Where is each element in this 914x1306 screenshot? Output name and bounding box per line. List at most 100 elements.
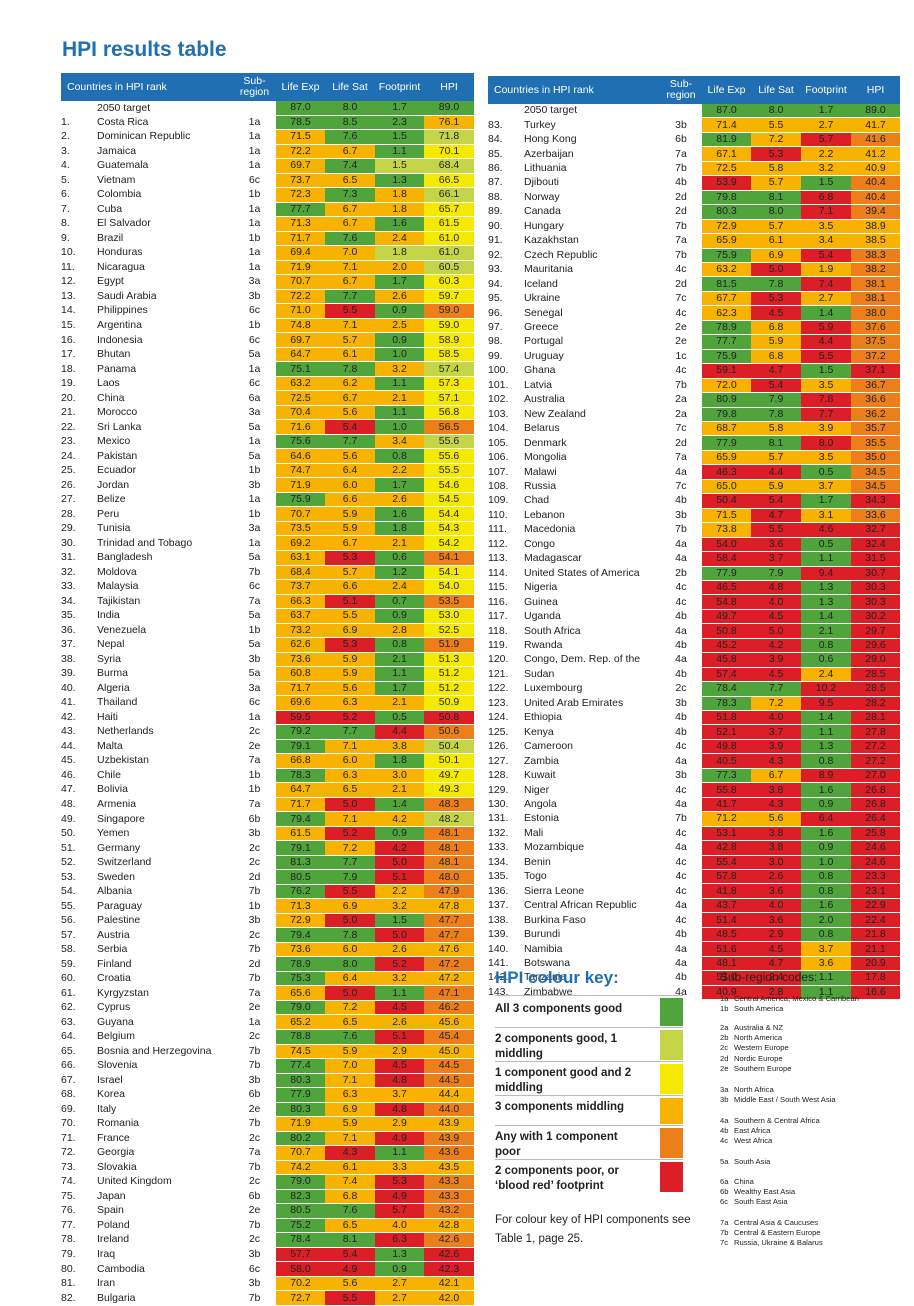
header-subregion: Sub- region — [233, 73, 277, 101]
rank: 80. — [61, 1262, 76, 1275]
subregion-code: 1b — [248, 231, 261, 244]
life-sat-value: 7.6 — [325, 231, 376, 247]
subregion-item: 2e Southern Europe — [720, 1064, 791, 1074]
hpi-value: 66.1 — [424, 187, 475, 203]
life-sat-value: 5.5 — [325, 608, 376, 624]
life-sat-value: 6.7 — [325, 535, 376, 551]
life-exp-value: 72.2 — [276, 289, 326, 305]
country-name: Congo — [524, 537, 555, 550]
life-exp-value: 74.8 — [276, 318, 326, 334]
hpi-value: 47.1 — [424, 985, 475, 1001]
footprint-value: 5.0 — [375, 855, 425, 871]
life-exp-value: 79.8 — [702, 407, 752, 422]
country-name: Czech Republic — [524, 248, 598, 261]
life-exp-value: 64.7 — [276, 782, 326, 798]
footprint-value: 1.0 — [375, 347, 425, 363]
rank: 130. — [488, 797, 509, 810]
life-sat-value: 7.7 — [325, 855, 376, 871]
footprint-value: 4.8 — [375, 1102, 425, 1118]
rank: 110. — [488, 508, 508, 521]
subregion-code: 4a — [675, 552, 687, 565]
rank: 13. — [61, 289, 76, 302]
life-exp-value: 49.8 — [702, 739, 752, 755]
country-name: Morocco — [97, 406, 138, 419]
life-sat-value: 3.7 — [751, 551, 802, 567]
table-row: 14. Philippines 6c 71.0 5.5 0.9 59.0 — [61, 303, 475, 319]
life-exp-value: 49.7 — [702, 609, 752, 625]
life-sat-value: 7.2 — [751, 696, 802, 712]
life-exp-value: 70.7 — [276, 274, 326, 290]
life-sat-value: 5.3 — [325, 637, 376, 653]
life-sat-value: 7.7 — [751, 681, 802, 697]
life-sat-value: 6.8 — [325, 1189, 376, 1205]
subregion-code: 1a — [248, 435, 261, 448]
footprint-value: 3.1 — [801, 508, 852, 524]
country-name: Central African Republic — [524, 899, 637, 912]
colour-key-label: 2 components good, 1 middling — [495, 1033, 618, 1060]
colour-key-label: Any with 1 component poor — [495, 1131, 618, 1158]
country-name: Malta — [97, 739, 123, 752]
subregion-group: 4a Southern & Central Africa 4b East Africa… — [720, 1116, 820, 1147]
life-sat-value: 6.1 — [325, 1160, 376, 1176]
table-row: 107. Malawi 4a 46.3 4.4 0.5 34.5 — [488, 464, 901, 480]
life-sat-value: 4.5 — [751, 305, 802, 321]
table-row: 140. Namibia 4a 51.6 4.5 3.7 21.1 — [488, 941, 901, 957]
table-row: 53. Sweden 2d 80.5 7.9 5.1 48.0 — [61, 869, 475, 885]
subregion-code: 7b — [675, 378, 687, 391]
footprint-value: 1.1 — [375, 405, 425, 421]
table-row: 20. China 6a 72.5 6.7 2.1 57.1 — [61, 390, 475, 406]
rank: 105. — [488, 436, 509, 449]
hpi-value: 50.4 — [424, 739, 475, 755]
life-sat-value: 6.7 — [325, 202, 376, 218]
rank: 75. — [61, 1189, 76, 1202]
header-hpi: HPI — [424, 73, 475, 101]
table-row: 80. Cambodia 6c 58.0 4.9 0.9 42.3 — [61, 1261, 475, 1277]
subregion-code: 6a — [248, 391, 261, 404]
table-row: 126. Cameroon 4c 49.8 3.9 1.3 27.2 — [488, 739, 901, 755]
life-sat-value: 7.9 — [325, 869, 376, 885]
hpi-value: 43.9 — [424, 1116, 475, 1132]
life-sat-value: 6.0 — [325, 753, 376, 769]
country-name: Korea — [97, 1088, 126, 1101]
footprint-value: 8.0 — [801, 435, 852, 451]
subregion-code: 3b — [248, 289, 261, 302]
footprint-value: 1.6 — [375, 506, 425, 522]
life-sat-value: 6.9 — [751, 248, 802, 264]
hpi-value: 28.2 — [851, 696, 901, 712]
subregion-code: 7b — [248, 1117, 261, 1130]
country-name: Nicaragua — [97, 260, 145, 273]
footprint-value: 1.1 — [375, 144, 425, 160]
subregion-code: 7b — [248, 1044, 261, 1057]
life-sat-value: 6.6 — [325, 579, 376, 595]
table-row: 37. Nepal 5a 62.6 5.3 0.8 51.9 — [61, 637, 475, 653]
footprint-value: 0.7 — [375, 594, 425, 610]
table-row: 136. Sierra Leone 4c 41.8 3.6 0.8 23.1 — [488, 883, 901, 899]
subregion-code: 2c — [248, 928, 261, 941]
hpi-value: 54.1 — [424, 565, 475, 580]
life-sat-value: 5.4 — [325, 419, 376, 435]
footprint-value: 4.4 — [375, 724, 425, 740]
table-row: 137. Central African Republic 4a 43.7 4.0 1.6… — [488, 898, 901, 914]
table-row: 1. Costa Rica 1a 78.5 8.5 2.3 76.1 — [61, 115, 475, 131]
rank: 120. — [488, 653, 509, 666]
table-row: 141. Botswana 4a 48.1 4.7 3.6 20.9 — [488, 956, 901, 972]
rank: 27. — [61, 493, 76, 506]
subregion-name: South America — [734, 1004, 784, 1014]
life-exp-value: 54.0 — [702, 537, 752, 553]
subregion-code: 1c — [675, 349, 687, 362]
rank: 92. — [488, 248, 503, 261]
subregion-code: 5a — [248, 638, 261, 651]
life-sat-value: 5.0 — [751, 262, 802, 278]
footprint-value: 0.9 — [801, 797, 852, 813]
rank: 46. — [61, 768, 76, 781]
rank: 89. — [488, 205, 503, 218]
country-name: South Africa — [524, 624, 581, 637]
footprint-value: 4.8 — [375, 1073, 425, 1089]
life-sat-value: 7.0 — [325, 1058, 376, 1074]
subregion-code: 4b — [675, 667, 687, 680]
life-sat-value: 7.8 — [751, 276, 802, 292]
life-exp-value: 71.7 — [276, 797, 326, 813]
footprint-value: 2.2 — [375, 884, 425, 900]
footprint-value: 4.9 — [375, 1189, 425, 1205]
life-sat-value: 5.7 — [325, 565, 376, 580]
